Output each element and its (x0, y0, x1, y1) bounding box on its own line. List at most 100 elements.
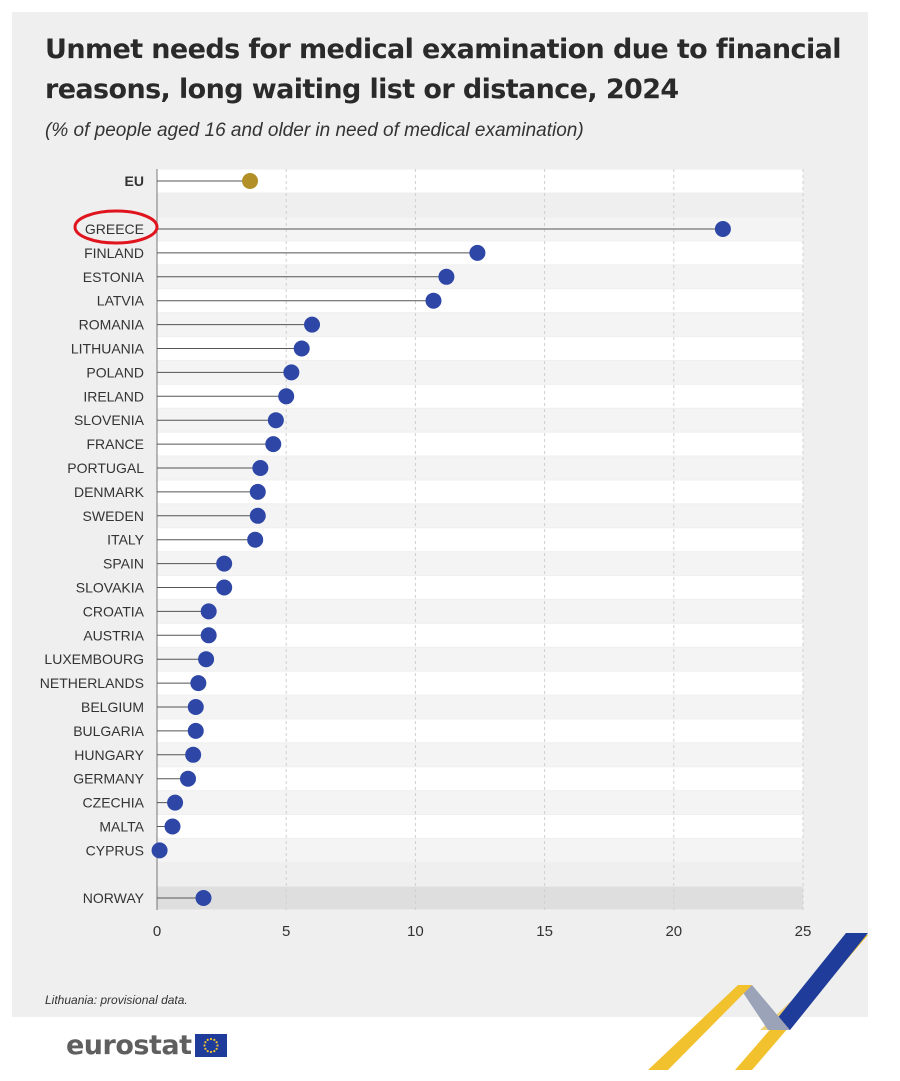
data-point (185, 746, 202, 763)
data-point (304, 316, 321, 333)
data-point (151, 842, 168, 859)
row-band (157, 432, 803, 456)
data-point (278, 388, 295, 405)
row-band (157, 169, 803, 193)
data-point (195, 890, 212, 906)
data-point (198, 651, 215, 668)
data-point (469, 244, 486, 261)
row-band (157, 360, 803, 384)
data-point (200, 603, 217, 620)
grey-ribbon (738, 985, 790, 1030)
category-label: CZECHIA (83, 795, 145, 811)
category-label: PORTUGAL (67, 460, 144, 476)
category-label: LITHUANIA (71, 341, 145, 357)
category-label: CROATIA (83, 603, 145, 619)
data-point (190, 675, 207, 692)
category-label: NETHERLANDS (40, 675, 144, 691)
data-point (714, 221, 731, 237)
chart-title: Unmet needs for medical examination due … (45, 34, 841, 105)
row-band (157, 743, 803, 767)
highlight-ring (73, 209, 159, 245)
row-band (157, 337, 803, 360)
category-label: ESTONIA (83, 269, 145, 285)
category-label: BELGIUM (81, 699, 144, 715)
category-label: FINLAND (84, 245, 144, 261)
category-label: BULGARIA (73, 723, 144, 739)
x-tick-label: 20 (665, 923, 682, 940)
row-band (157, 265, 803, 289)
category-label: NORWAY (83, 890, 145, 906)
row-band (157, 576, 803, 599)
x-tick-label: 25 (795, 923, 812, 940)
row-band (157, 886, 803, 910)
chart-subtitle: (% of people aged 16 and older in need o… (45, 120, 584, 141)
row-band (157, 767, 803, 791)
category-label: SWEDEN (83, 508, 144, 524)
category-label: AUSTRIA (83, 627, 144, 643)
category-label: CYPRUS (86, 842, 144, 858)
data-point (293, 340, 310, 357)
data-point (187, 699, 204, 715)
category-label: FRANCE (86, 436, 144, 452)
eu-flag-icon (194, 1034, 227, 1057)
row-band (157, 623, 803, 647)
category-label: GREECE (85, 221, 144, 237)
data-point (252, 460, 269, 476)
x-tick-label: 15 (536, 923, 553, 940)
blue-ribbon (768, 933, 868, 1030)
logo-text: eurostat (66, 1030, 192, 1061)
category-label: ROMANIA (79, 317, 145, 333)
data-point (438, 268, 455, 285)
data-point (249, 507, 266, 524)
data-point (249, 483, 266, 500)
category-label: DENMARK (74, 484, 145, 500)
category-label: SPAIN (103, 556, 144, 572)
row-band (157, 480, 803, 504)
category-label: GERMANY (73, 771, 144, 787)
category-label: SLOVENIA (74, 412, 145, 428)
row-band (157, 695, 803, 719)
row-band (157, 599, 803, 623)
data-point (425, 292, 442, 309)
category-label: HUNGARY (74, 747, 144, 763)
category-label: POLAND (86, 364, 144, 380)
data-point (164, 818, 181, 835)
row-band (157, 504, 803, 528)
x-tick-label: 10 (407, 923, 424, 940)
data-point (187, 722, 204, 739)
category-label: MALTA (99, 819, 144, 835)
row-band (157, 384, 803, 408)
x-tick-label: 5 (282, 923, 290, 940)
category-label: EU (125, 173, 144, 189)
data-point (247, 531, 264, 548)
row-band (157, 408, 803, 432)
row-band (157, 719, 803, 743)
data-point (216, 579, 233, 596)
footnote: Lithuania: provisional data. (45, 993, 188, 1007)
category-label: IRELAND (83, 388, 144, 404)
data-point (265, 436, 282, 453)
row-band (157, 456, 803, 480)
data-point (267, 412, 284, 429)
category-label: LATVIA (97, 293, 145, 309)
data-point (200, 627, 217, 644)
category-label: ITALY (107, 532, 144, 548)
row-band (157, 671, 803, 695)
x-tick-label: 0 (153, 923, 161, 940)
category-label: SLOVAKIA (76, 580, 145, 596)
data-point (242, 173, 259, 189)
row-band (157, 791, 803, 815)
row-band (157, 647, 803, 671)
data-point (283, 364, 300, 381)
row-band (157, 528, 803, 552)
row-band (157, 313, 803, 337)
row-band (157, 552, 803, 576)
category-label: LUXEMBOURG (44, 651, 144, 667)
data-point (180, 770, 197, 787)
row-band (157, 815, 803, 838)
row-band (157, 289, 803, 313)
eurostat-logo: eurostat (66, 1030, 227, 1061)
data-point (216, 555, 233, 572)
